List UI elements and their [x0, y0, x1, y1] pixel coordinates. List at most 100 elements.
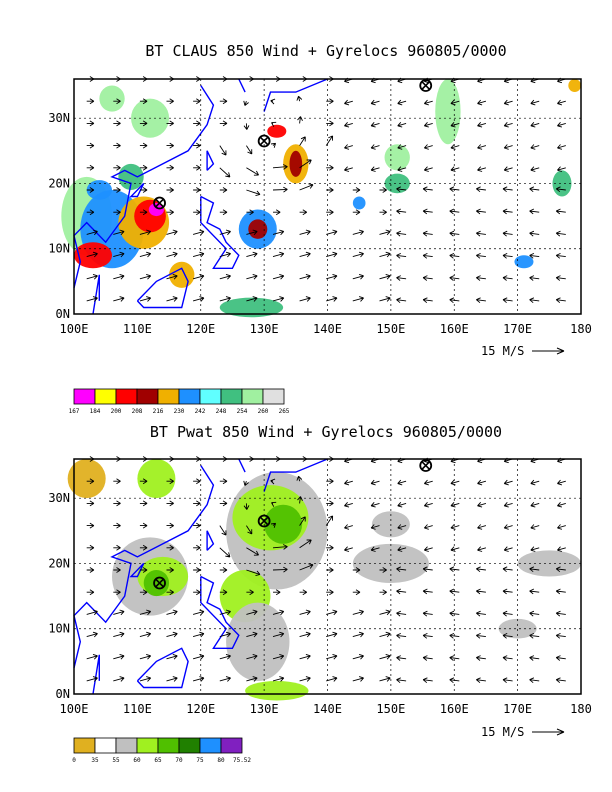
wind-vector: [352, 589, 361, 596]
wind-vector: [270, 142, 277, 148]
wind-vector: [166, 273, 178, 280]
wind-vector: [326, 296, 338, 302]
wind-vector: [557, 122, 566, 128]
wind-vector: [166, 589, 174, 596]
wind-vector: [476, 297, 486, 304]
wind-vector: [476, 230, 486, 237]
field-patch: [137, 459, 176, 499]
x-tick-label: 110E: [123, 702, 152, 716]
wind-vector: [272, 609, 285, 616]
wind-vector: [270, 98, 276, 105]
wind-vector: [86, 631, 98, 638]
colorbar-level-label: 260: [258, 408, 269, 415]
y-tick-label: 10N: [48, 242, 70, 256]
wind-vector: [86, 589, 95, 596]
colorbar-level-label: 35: [91, 757, 99, 764]
wind-vector: [449, 297, 460, 304]
wind-vector: [450, 546, 460, 552]
coastline: [73, 85, 215, 289]
claus-panel: BT CLAUS 850 Wind + Gyrelocs 960805/0000…: [48, 42, 592, 415]
wind-vector: [530, 546, 540, 552]
wind-vector: [325, 515, 334, 526]
gyre-marker: [257, 514, 271, 528]
wind-vector: [299, 209, 308, 216]
wind-vector: [423, 546, 433, 552]
wind-vector: [166, 478, 174, 485]
wind-vector: [113, 120, 121, 127]
claus-plot-frame: [73, 78, 582, 315]
gyre-marker: [257, 134, 271, 148]
field-patch: [435, 79, 461, 145]
wind-vector: [476, 588, 486, 595]
wind-vector: [299, 563, 314, 571]
wind-vector: [246, 609, 258, 616]
wind-vector: [192, 676, 205, 682]
wind-vector: [397, 502, 407, 508]
x-tick-label: 180: [570, 322, 592, 336]
wind-vector: [423, 479, 433, 486]
colorbar-level-label: 184: [90, 408, 101, 415]
pwat-colorbar: 0 35 55 60 65 70 75 80 75.52: [72, 737, 251, 764]
wind-vector: [246, 525, 253, 535]
coastline: [238, 458, 246, 473]
wind-vector: [379, 251, 391, 258]
claus-colorbar: 167 184 200 208 216 230 242 248 254 260 265: [69, 388, 290, 415]
wind-vector: [270, 478, 276, 485]
gyre-marker: [419, 79, 433, 92]
wind-vector: [219, 229, 231, 236]
x-tick-label: 170E: [503, 322, 532, 336]
colorbar-swatch: [115, 737, 138, 754]
x-tick-label: 150E: [376, 322, 405, 336]
wind-vector: [422, 632, 433, 639]
wind-vector: [113, 142, 121, 149]
wind-vector: [450, 501, 460, 508]
wind-vector: [326, 631, 338, 638]
wind-vector: [272, 544, 288, 550]
wind-vector: [477, 166, 487, 172]
wind-vector: [423, 524, 433, 530]
wind-vector: [296, 95, 303, 102]
wind-vector: [219, 145, 227, 156]
x-tick-label: 110E: [123, 322, 152, 336]
wind-vector: [555, 655, 566, 661]
wind-vector: [139, 187, 148, 193]
wind-vector: [219, 653, 231, 660]
claus-field: [61, 79, 581, 318]
wind-vector: [270, 522, 277, 528]
wind-vector: [379, 676, 391, 682]
wind-vector: [502, 588, 513, 595]
wind-vector: [86, 567, 95, 573]
wind-vector: [344, 501, 353, 508]
wind-vector: [113, 251, 125, 258]
wind-vector: [529, 186, 540, 193]
wind-vector: [477, 144, 487, 150]
wind-vector: [396, 588, 407, 595]
wind-vector: [246, 569, 261, 577]
wind-vector: [166, 164, 174, 171]
wind-vector: [370, 99, 380, 106]
wind-vector: [299, 609, 311, 616]
wind-vector: [166, 251, 178, 258]
wind-vector: [219, 120, 228, 127]
wind-vector: [352, 229, 364, 236]
claus-wind-vectors: [86, 76, 566, 304]
colorbar-level-label: 242: [195, 408, 206, 415]
wind-vector: [449, 677, 460, 684]
field-patch: [226, 602, 290, 681]
wind-vector: [477, 501, 487, 508]
wind-vector: [246, 653, 258, 660]
pwat-plot-frame: [73, 458, 582, 695]
wind-vector: [370, 502, 380, 508]
wind-vector: [246, 589, 254, 596]
wind-vector: [299, 516, 306, 526]
wind-vector: [502, 208, 513, 215]
wind-vector: [397, 99, 407, 106]
wind-vector: [246, 189, 261, 197]
wind-vector: [326, 120, 334, 127]
field-patch: [148, 203, 164, 217]
wind-vector: [502, 655, 513, 661]
x-tick-label: 120E: [186, 322, 215, 336]
wind-vector: [449, 632, 460, 639]
wind-vector: [299, 653, 311, 660]
